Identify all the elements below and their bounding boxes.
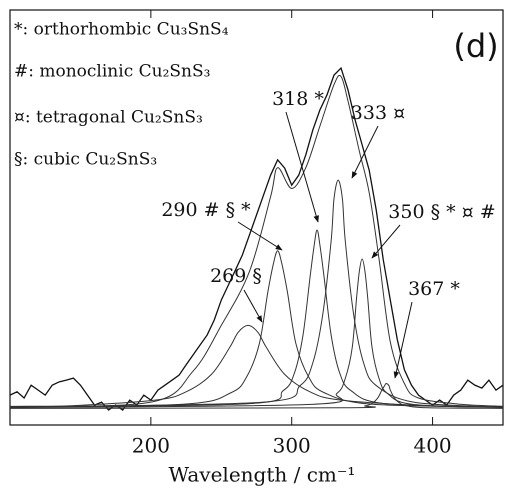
series-line xyxy=(9,324,504,408)
annotation-arrow xyxy=(393,301,413,379)
x-tick-label: 200 xyxy=(132,434,170,458)
peak-annotation: 350 § * ¤ # xyxy=(388,201,495,223)
series-line xyxy=(9,250,504,408)
series-line xyxy=(9,66,504,411)
series-line xyxy=(9,229,504,408)
peak-annotation: 333 ¤ xyxy=(351,102,405,124)
legend-note: ¤: tetragonal Cu₂SnS₃ xyxy=(14,108,203,128)
series-line xyxy=(9,382,504,409)
legend-note: #: monoclinic Cu₂SnS₃ xyxy=(14,62,210,82)
panel-label: (d) xyxy=(453,27,498,65)
annotation-arrow xyxy=(371,224,401,259)
series-line xyxy=(9,74,504,407)
series-line xyxy=(9,179,504,408)
peak-annotation: 318 * xyxy=(272,88,324,110)
peak-annotation: 290 # § * xyxy=(161,199,251,221)
x-axis-label: Wavelength / cm⁻¹ xyxy=(169,463,356,487)
x-tick-label: 300 xyxy=(273,434,311,458)
x-tick-label: 400 xyxy=(413,434,451,458)
annotation-arrow xyxy=(237,221,283,251)
annotation-arrow xyxy=(351,125,379,179)
legend-note: §: cubic Cu₂SnS₃ xyxy=(14,150,157,170)
peak-annotation: 269 § xyxy=(210,265,262,287)
series-line xyxy=(9,258,504,409)
annotation-arrow xyxy=(285,111,319,223)
peak-annotation: 367 * xyxy=(408,278,460,300)
legend-note: *: orthorhombic Cu₃SnS₄ xyxy=(14,20,229,40)
annotation-arrow xyxy=(243,289,263,323)
plot-frame xyxy=(9,9,504,426)
